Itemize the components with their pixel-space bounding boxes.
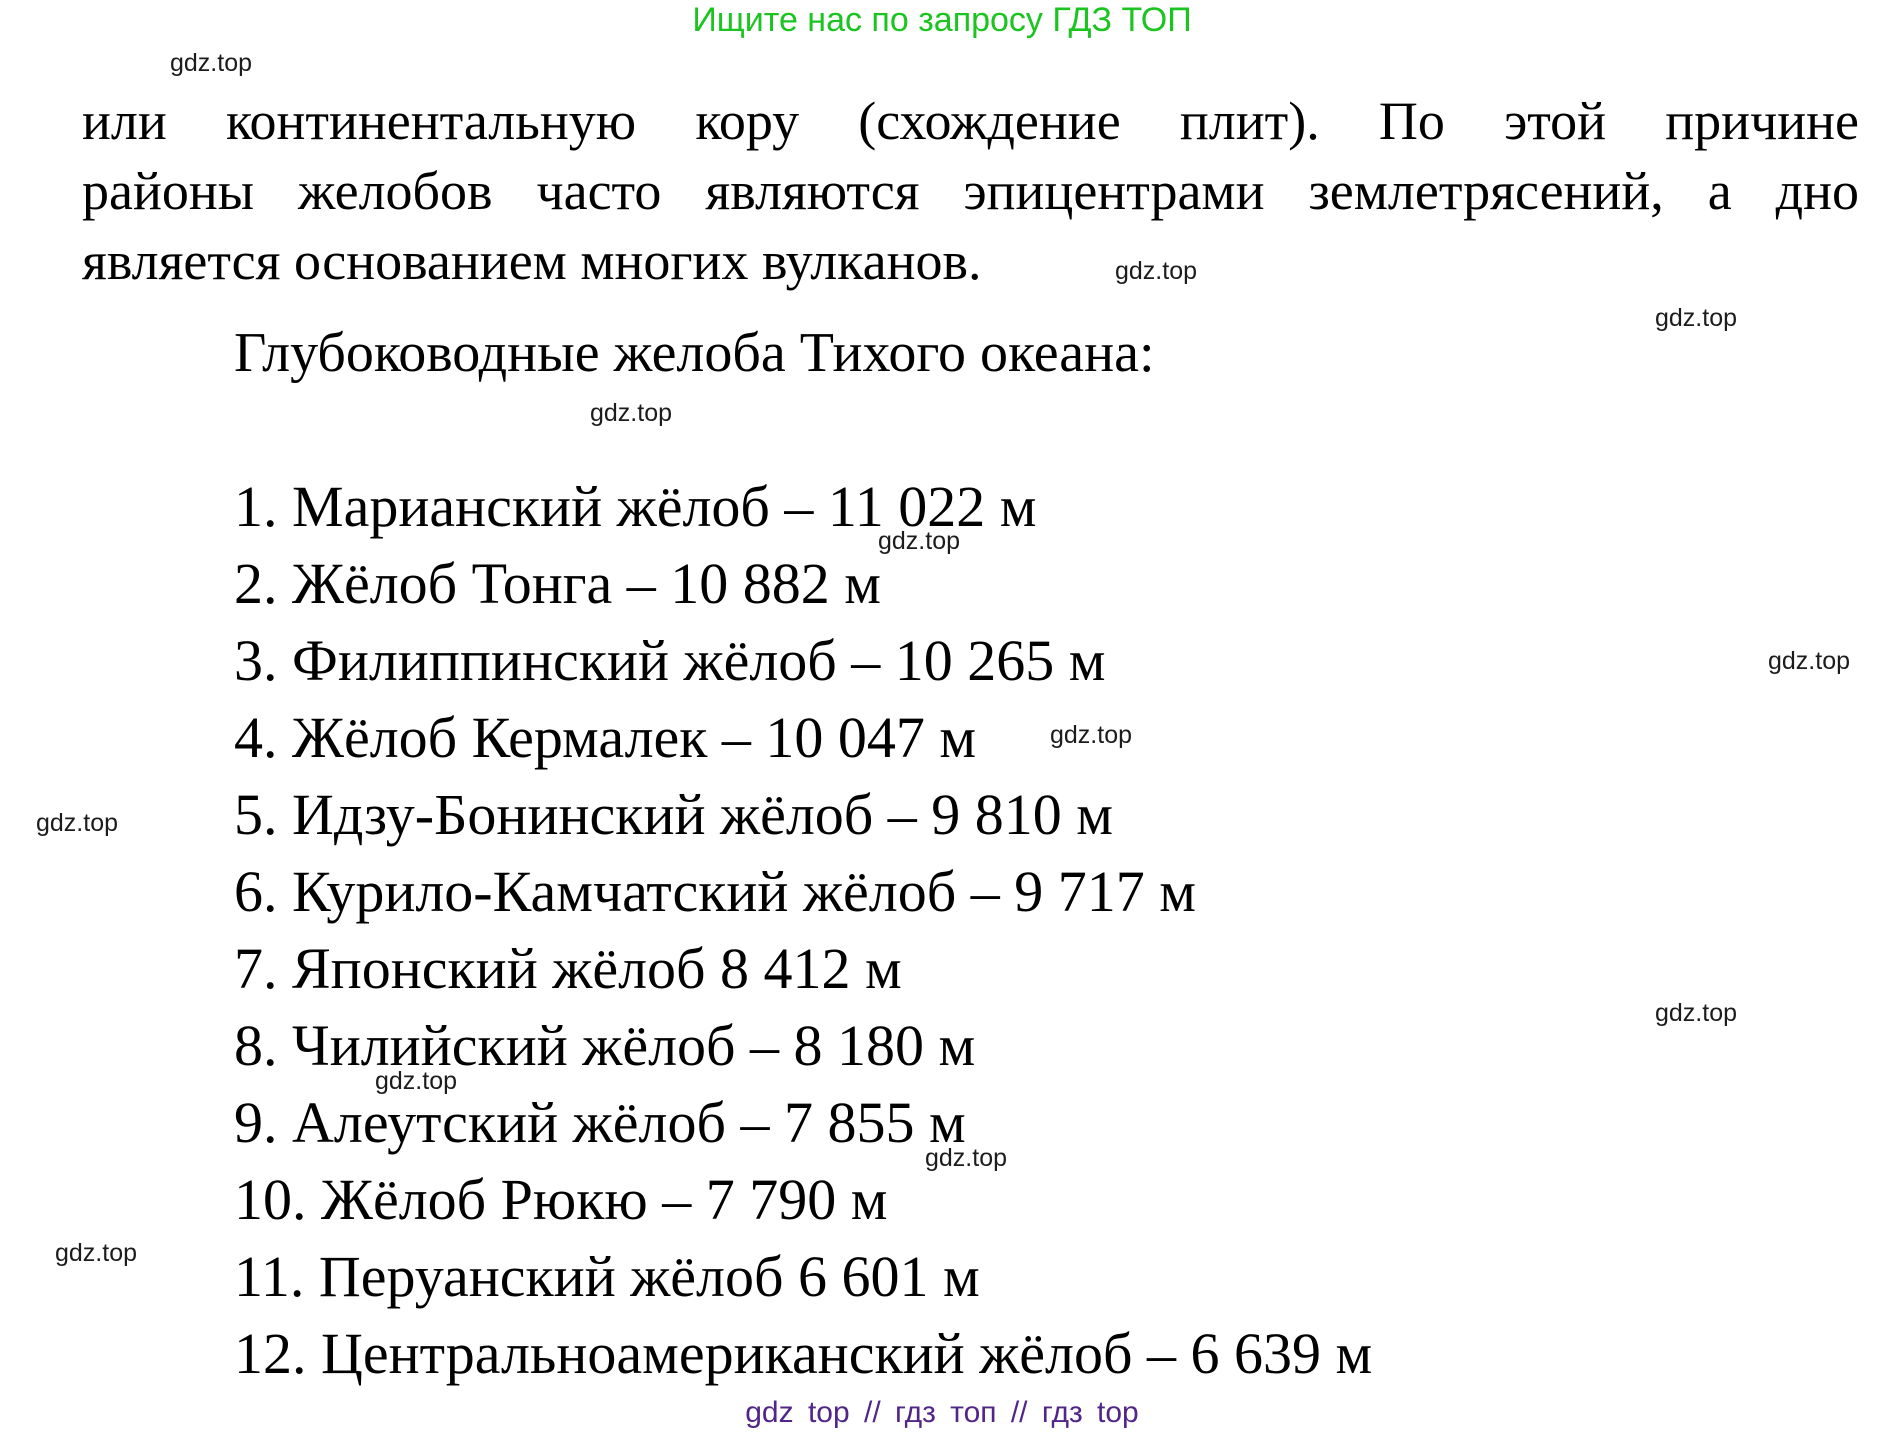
watermark: gdz.top [36, 809, 119, 837]
trench-list-item: 9. Алеутский жёлоб – 7 855 м [234, 1090, 966, 1155]
watermark: gdz.top [1655, 999, 1738, 1027]
trench-list-item: 8. Чилийский жёлоб – 8 180 м [234, 1013, 976, 1078]
paragraph: или континентальную кору (схождение плит… [82, 86, 1859, 296]
section-heading: Глубоководные желоба Тихого океана: [234, 322, 1155, 384]
paragraph-line: районы желобов часто являются эпицентрам… [82, 161, 1859, 221]
watermark: gdz.top [1115, 257, 1198, 285]
watermark: gdz.top [1050, 721, 1133, 749]
trench-list-item: 1. Марианский жёлоб – 11 022 м [234, 474, 1037, 539]
trench-list: 1. Марианский жёлоб – 11 022 м 2. Жёлоб … [234, 468, 1372, 1392]
trench-list-item: 12. Центральноамериканский жёлоб – 6 639… [234, 1321, 1373, 1386]
trench-list-item: 4. Жёлоб Кермалек – 10 047 м [234, 705, 977, 770]
watermark: gdz.top [590, 399, 673, 427]
watermark: gdz.top [55, 1239, 138, 1267]
watermark: gdz.top [170, 49, 253, 77]
paragraph-line: или континентальную кору (схождение плит… [82, 91, 1859, 151]
watermark: gdz.top [878, 527, 961, 555]
trench-list-item: 7. Японский жёлоб 8 412 м [234, 936, 902, 1001]
watermark: gdz.top [925, 1144, 1008, 1172]
trench-list-item: 6. Курило-Камчатский жёлоб – 9 717 м [234, 859, 1196, 924]
paragraph-line: является основанием многих вулканов. [82, 231, 982, 291]
watermark: gdz.top [1768, 647, 1851, 675]
promo-header: Ищите нас по запросу ГДЗ ТОП [692, 1, 1192, 39]
watermark: gdz.top [375, 1067, 458, 1095]
trench-list-item: 3. Филиппинский жёлоб – 10 265 м [234, 628, 1106, 693]
watermark: gdz.top [1655, 304, 1738, 332]
trench-list-item: 2. Жёлоб Тонга – 10 882 м [234, 551, 882, 616]
trench-list-item: 11. Перуанский жёлоб 6 601 м [234, 1244, 980, 1309]
trench-list-item: 5. Идзу-Бонинский жёлоб – 9 810 м [234, 782, 1114, 847]
trench-list-item: 10. Жёлоб Рюкю – 7 790 м [234, 1167, 888, 1232]
footer-watermark: gdz top // гдз топ // гдз top [745, 1396, 1139, 1429]
